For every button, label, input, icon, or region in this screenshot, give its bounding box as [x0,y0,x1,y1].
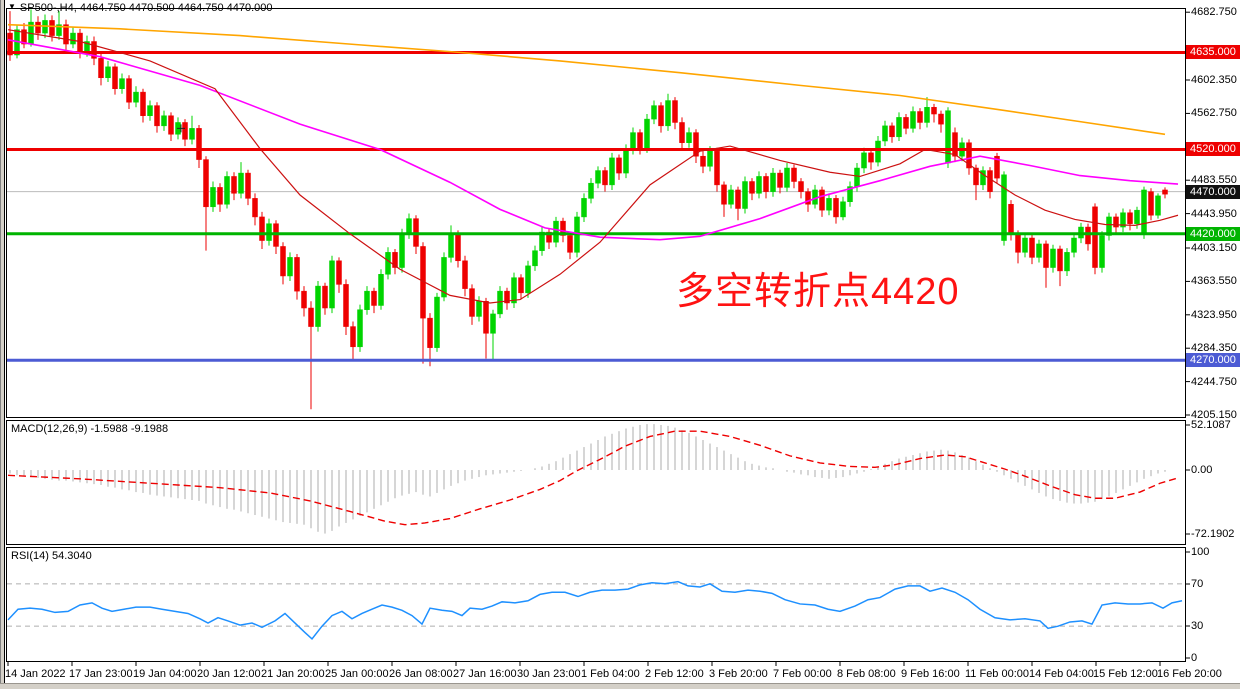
price-axis-tick: 4244.750 [1191,375,1237,388]
price-axis-tick: 4323.950 [1191,308,1237,321]
time-axis-label: 17 Jan 23:00 [69,668,133,680]
macd-indicator-label: MACD(12,26,9) -1.5988 -9.1988 [11,423,169,435]
time-axis-label: 7 Feb 00:00 [773,668,832,680]
macd-axis-tick: 0.00 [1191,464,1213,476]
price-axis-tick: 4205.150 [1191,409,1237,421]
time-axis-label: 15 Feb 12:00 [1093,668,1158,680]
time-axis-label: 21 Jan 20:00 [261,668,325,680]
price-axis-tick: 4284.350 [1191,342,1237,355]
price-axis-tick: 4363.550 [1191,275,1237,288]
time-axis-label: 27 Jan 16:00 [453,668,517,680]
time-axis-label: 16 Feb 20:00 [1157,668,1222,680]
symbol-title-text: SP500-,H4, 4464.750 4470.500 4464.750 44… [19,2,273,14]
symbol-title: ▼ SP500-,H4, 4464.750 4470.500 4464.750 4… [8,0,273,15]
window-left-border [0,0,5,689]
price-badge: 4470.000 [1186,184,1240,199]
price-axis-tick: 4403.150 [1191,242,1237,254]
price-badge: 4520.000 [1186,142,1240,157]
time-axis-label: 9 Feb 16:00 [901,668,960,680]
time-axis-label: 11 Feb 00:00 [965,668,1030,680]
time-axis-label: 25 Jan 00:00 [325,668,389,680]
price-axis-tick: 4682.750 [1191,6,1237,19]
window-bottom-border [0,683,1240,689]
price-axis-tick: 4602.350 [1191,74,1237,86]
rsi-axis-tick: 0 [1191,652,1198,664]
price-axis-tick: 4483.550 [1191,174,1237,187]
time-axis-label: 20 Jan 12:00 [197,668,261,680]
chart-annotation-text[interactable]: 多空转折点4420 [676,271,960,313]
price-badge: 4420.000 [1186,226,1240,241]
price-axis-tick: 4443.950 [1191,207,1237,220]
rsi-axis-tick: 30 [1191,620,1204,632]
price-badge: 4635.000 [1186,45,1240,60]
symbol-dropdown-icon[interactable]: ▼ [8,2,16,11]
macd-axis-tick: 52.1087 [1191,419,1231,431]
time-axis-label: 14 Jan 2022 [5,668,66,680]
time-axis-label: 2 Feb 12:00 [645,668,704,680]
time-axis-label: 30 Jan 23:00 [517,668,581,680]
macd-axis-tick: -72.1902 [1191,528,1235,540]
rsi-indicator-label: RSI(14) 54.3040 [11,550,92,562]
time-axis-label: 3 Feb 20:00 [709,668,768,680]
time-axis-label: 1 Feb 04:00 [581,668,640,680]
time-axis-label: 14 Feb 04:00 [1029,668,1094,680]
price-axis-tick: 4562.750 [1191,107,1237,120]
time-axis-label: 26 Jan 08:00 [389,668,453,680]
time-axis-label: 8 Feb 08:00 [837,668,896,680]
time-axis-label: 19 Jan 04:00 [133,668,197,680]
rsi-axis-tick: 100 [1191,546,1210,558]
rsi-axis-tick: 70 [1191,578,1204,590]
price-badge: 4270.000 [1186,353,1240,368]
